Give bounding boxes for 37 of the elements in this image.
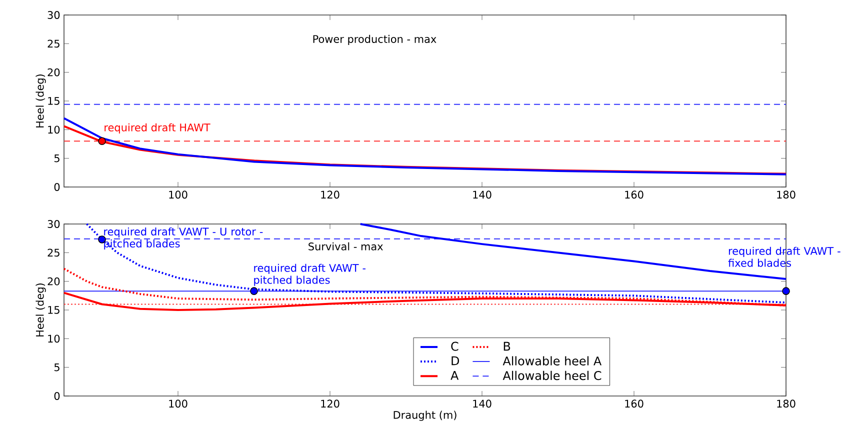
x-tick-label: 100 — [169, 190, 188, 199]
x-tick-label: 120 — [321, 400, 340, 408]
y-tick-label: 15 — [48, 97, 60, 105]
y-tick-label: 25 — [48, 40, 60, 48]
legend-label: A — [450, 371, 459, 380]
legend-label: B — [504, 342, 510, 351]
x-tick-label: 180 — [777, 190, 796, 199]
y-tick-label: 10 — [48, 126, 60, 134]
x-tick-label: 140 — [473, 190, 492, 199]
y-tick-label: 25 — [48, 248, 60, 257]
y-tick-label: 20 — [48, 277, 60, 286]
legend-label: Allowable heel A — [502, 356, 602, 366]
x-tick-label: 180 — [777, 400, 796, 408]
text: Power production - max — [313, 34, 436, 45]
x-tick-label: 100 — [169, 400, 188, 408]
legend-label: Allowable heel C — [502, 370, 602, 380]
x-tick-label: 140 — [473, 400, 492, 408]
x-tick-label: 160 — [625, 190, 644, 199]
y-tick-label: 0 — [54, 183, 60, 191]
text: Survival - max — [308, 242, 383, 250]
y-tick-label: 0 — [54, 392, 60, 400]
y-tick-label: 5 — [54, 363, 60, 372]
y-tick-label: 15 — [48, 306, 60, 314]
legend-label: D — [452, 356, 460, 366]
y-tick-label: 30 — [48, 11, 60, 19]
x-tick-label: 160 — [625, 400, 644, 408]
legend-label: C — [451, 342, 458, 351]
y-tick-label: 5 — [54, 154, 60, 162]
y-axis-title: Heel (deg) — [36, 74, 46, 128]
y-tick-label: 30 — [48, 220, 60, 228]
y-tick-label: 20 — [48, 68, 60, 76]
x-axis-title: Draught (m) — [394, 410, 456, 421]
annotation: required draft VAWT - pitched blades — [254, 264, 366, 286]
annotation: required draft HAWT — [104, 123, 210, 134]
y-tick-label: 10 — [48, 334, 60, 343]
x-tick-label: 120 — [321, 190, 340, 199]
y-axis-title: Heel (deg) — [36, 283, 46, 336]
